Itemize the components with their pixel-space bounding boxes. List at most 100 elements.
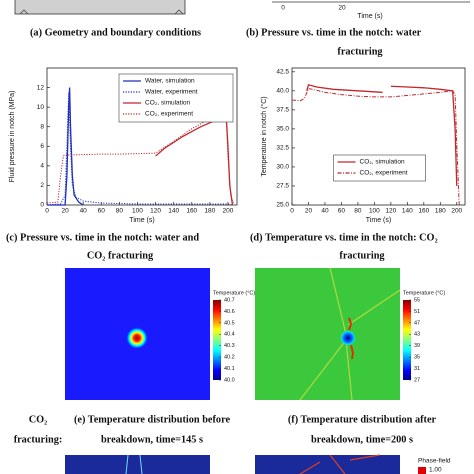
x-tick-label: 40 — [321, 208, 329, 215]
x-tick-label: 140 — [402, 208, 413, 215]
tick-label: 20 — [338, 5, 346, 12]
x-axis-label: Time (s) — [129, 217, 154, 224]
legend-label: CO₂, experiment — [360, 170, 408, 177]
y-tick-label: 6 — [40, 143, 44, 150]
colorbar-tick-label: 43 — [414, 332, 420, 338]
x-tick-label: 120 — [385, 208, 396, 215]
colorbar-tick-label: 40.0 — [224, 377, 235, 383]
data-line — [47, 87, 84, 206]
caption: fracturing — [337, 46, 383, 57]
x-tick-label: 180 — [204, 208, 215, 215]
x-tick-label: 60 — [98, 208, 106, 215]
x-tick-label: 180 — [435, 208, 446, 215]
side-label: fracturing: — [14, 434, 63, 445]
phase-field-map — [65, 455, 210, 474]
legend-label: Water, experiment — [145, 89, 198, 96]
x-tick-label: 0 — [45, 208, 49, 215]
colorbar — [403, 300, 411, 380]
axis-label: Time (s) — [357, 13, 382, 20]
colorbar — [213, 300, 221, 380]
caption: (e) Temperature distribution before — [74, 414, 230, 425]
crack — [299, 454, 381, 474]
caption: (a) Geometry and boundary conditions — [30, 27, 201, 38]
plot-frame — [291, 67, 466, 206]
colorbar-tick-label: 55 — [414, 297, 420, 303]
colorbar-tick-label: 40.5 — [224, 320, 235, 326]
caption: (f) Temperature distribution after — [288, 414, 437, 425]
y-tick-label: 40.0 — [276, 88, 289, 95]
x-tick-label: 60 — [338, 208, 346, 215]
y-tick-label: 32.5 — [276, 145, 289, 152]
x-tick-label: 80 — [116, 208, 124, 215]
y-tick-label: 2 — [40, 182, 44, 189]
x-tick-label: 120 — [150, 208, 161, 215]
x-axis-label: Time (s) — [366, 217, 391, 224]
legend-label: CO₂, simulation — [145, 100, 191, 107]
y-tick-label: 27.5 — [276, 183, 289, 190]
y-tick-label: 30.0 — [276, 164, 289, 171]
x-tick-label: 200 — [223, 208, 234, 215]
colorbar-title: Temperature (°C) — [403, 290, 445, 296]
legend-box — [118, 73, 234, 123]
colorbar-tick-label: 1.00 — [429, 467, 442, 474]
y-tick-label: 0 — [40, 202, 44, 209]
crack-hot — [348, 317, 355, 360]
colorbar-tick-label: 40.7 — [224, 297, 235, 303]
colorbar-tick-label: 35 — [414, 355, 420, 361]
y-tick-label: 10 — [37, 104, 45, 111]
side-label: CO₂ — [29, 414, 48, 425]
y-tick-label: 12 — [37, 84, 45, 91]
cold-spot — [340, 330, 356, 346]
colorbar-tick-label: 40.6 — [224, 309, 235, 315]
caption: breakdown, time=200 s — [311, 434, 413, 445]
colorbar-title: Temperature (°C) — [213, 290, 255, 296]
caption: (d) Temperature vs. time in the notch: C… — [250, 232, 438, 243]
colorbar-tick-label: 40.3 — [224, 343, 235, 349]
y-tick-label: 35.0 — [276, 126, 289, 133]
data-line — [155, 113, 234, 206]
hot-spot — [126, 327, 148, 349]
legend-label: CO₂, simulation — [360, 159, 406, 166]
colorbar-tick-label: 31 — [414, 366, 420, 372]
crack — [125, 454, 143, 474]
x-tick-label: 80 — [354, 208, 362, 215]
x-tick-label: 140 — [168, 208, 179, 215]
data-line — [46, 92, 233, 206]
colorbar-tick-label: 40.1 — [224, 366, 235, 372]
y-axis-label: Temperature in notch (°C) — [260, 96, 268, 176]
x-tick-label: 20 — [61, 208, 69, 215]
x-tick-label: 160 — [186, 208, 197, 215]
x-tick-label: 100 — [369, 208, 380, 215]
y-axis-label: Fluid pressure in notch (MPa) — [9, 91, 16, 183]
colorbar-tick-label: 51 — [414, 309, 420, 315]
x-tick-label: 0 — [290, 208, 294, 215]
legend-label: Water, simulation — [145, 78, 195, 85]
caption: fracturing — [339, 250, 385, 261]
phase-field-map — [255, 455, 400, 474]
data-line — [291, 87, 460, 206]
y-tick-label: 37.5 — [276, 107, 289, 114]
caption: (c) Pressure vs. time in the notch: wate… — [6, 232, 199, 243]
geometry-image — [14, 0, 186, 15]
x-tick-label: 100 — [132, 208, 143, 215]
colorbar-tick-label: 40.4 — [224, 332, 235, 338]
colorbar-tick-label: 27 — [414, 377, 420, 383]
x-tick-label: 200 — [451, 208, 462, 215]
colorbar-tick-label: 47 — [414, 320, 420, 326]
y-tick-label: 42.5 — [276, 69, 289, 76]
x-tick-label: 20 — [305, 208, 313, 215]
caption: CO₂ fracturing — [87, 250, 154, 261]
x-tick-label: 160 — [418, 208, 429, 215]
tick-label: 0 — [281, 5, 285, 12]
data-line — [306, 83, 458, 186]
caption: (b) Pressure vs. time in the notch: wate… — [246, 27, 422, 38]
plot-frame — [46, 67, 238, 206]
caption: breakdown, time=145 s — [101, 434, 203, 445]
data-line — [46, 113, 234, 204]
colorbar — [418, 467, 426, 474]
legend-label: CO₂, experiment — [145, 111, 193, 118]
support-symbol — [19, 9, 184, 15]
crack — [299, 267, 401, 401]
colorbar-tick-label: 40.2 — [224, 355, 235, 361]
